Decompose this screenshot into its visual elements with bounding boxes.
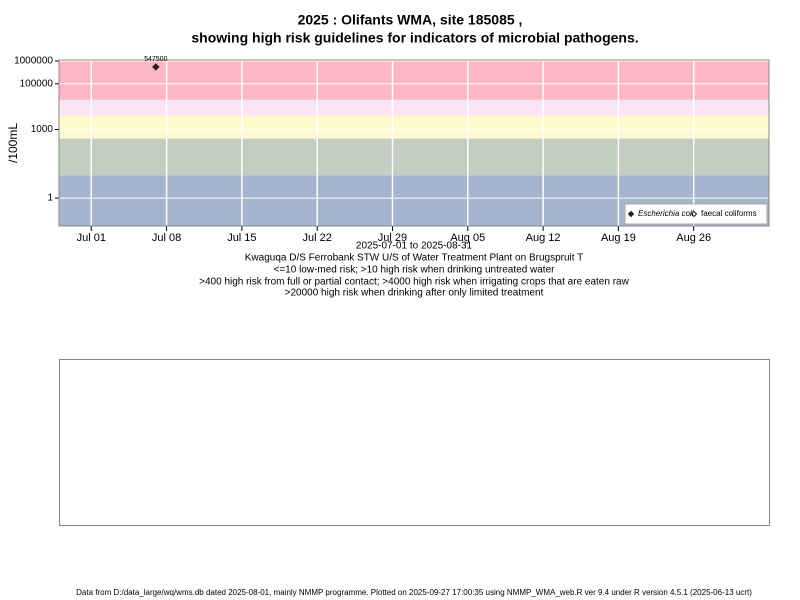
footer: Data from D:/data_large/wq/wms.db dated …	[76, 588, 752, 597]
chart-title: 2025 : Olifants WMA, site 185085 ,	[298, 12, 523, 28]
risk-band	[59, 60, 769, 100]
y-tick-label: 1000	[31, 124, 54, 135]
y-tick-label: 1	[47, 193, 53, 204]
note: >20000 high risk when drinking after onl…	[285, 288, 544, 299]
risk-band	[59, 138, 769, 176]
x-tick-label: Aug 12	[526, 232, 561, 244]
legend-label: Escherichia coli	[638, 209, 694, 218]
x-tick-label: Aug 26	[676, 232, 711, 244]
x-tick-label: Jul 01	[77, 232, 106, 244]
x-tick-label: Jul 22	[303, 232, 332, 244]
note: <=10 low-med risk; >10 high risk when dr…	[274, 265, 556, 276]
x-axis-label: 2025-07-01 to 2025-08-31	[356, 241, 473, 252]
x-tick-label: Jul 29	[378, 232, 407, 244]
empty-panel	[59, 359, 770, 526]
y-axis-label: /100mL	[6, 123, 20, 163]
note: >400 high risk from full or partial cont…	[199, 277, 629, 288]
x-tick-label: Aug 05	[450, 232, 485, 244]
point	[152, 63, 160, 71]
x-tick-label: Aug 19	[601, 232, 636, 244]
note: Kwaguqa D/S Ferrobank STW U/S of Water T…	[245, 253, 583, 264]
legend-marker	[690, 210, 698, 218]
legend-marker	[627, 210, 635, 218]
x-tick-label: Jul 08	[152, 232, 181, 244]
y-tick-label: 100000	[20, 78, 54, 89]
data-label: 547500	[144, 56, 167, 63]
risk-band	[59, 99, 769, 116]
chart-title: showing high risk guidelines for indicat…	[191, 30, 638, 46]
risk-band	[59, 115, 769, 139]
x-tick-label: Jul 15	[227, 232, 256, 244]
legend-label: faecal coliforms	[701, 209, 757, 218]
y-tick-label: 1000000	[14, 56, 53, 67]
plot-frame	[58, 59, 770, 227]
